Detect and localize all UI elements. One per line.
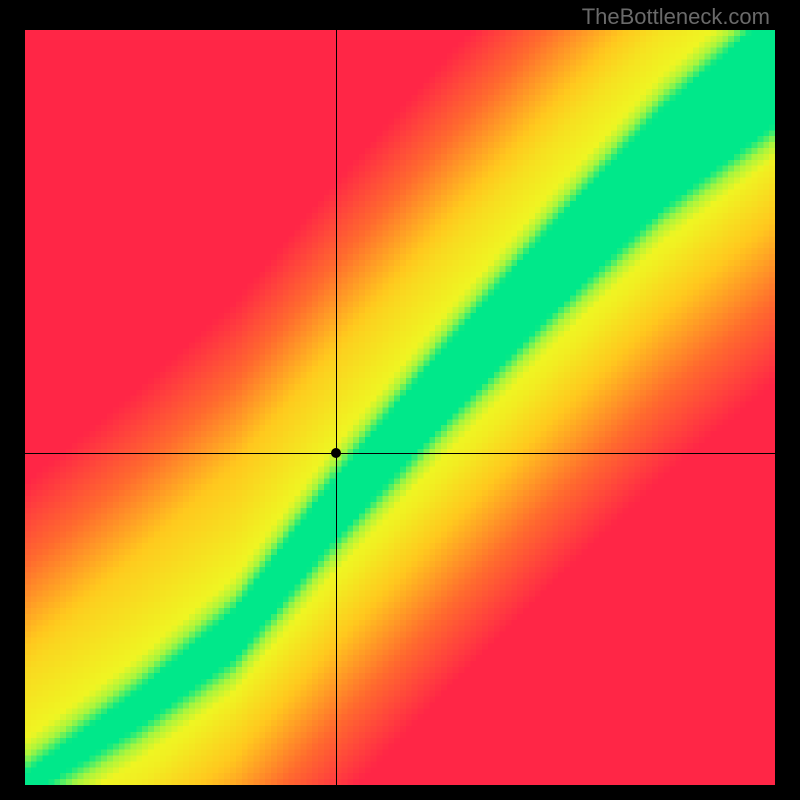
marker-dot — [331, 448, 341, 458]
watermark-text: TheBottleneck.com — [582, 4, 770, 30]
heatmap-canvas — [25, 30, 775, 785]
crosshair-vertical — [336, 30, 337, 785]
crosshair-horizontal — [25, 453, 775, 454]
bottleneck-heatmap — [25, 30, 775, 785]
